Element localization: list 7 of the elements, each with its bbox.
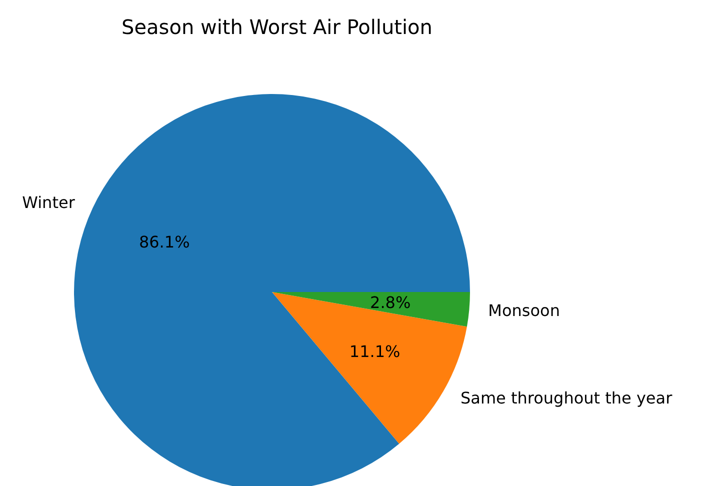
slice-label: Winter (22, 192, 76, 212)
slice-label: Same throughout the year (460, 388, 673, 408)
slice-label: Monsoon (488, 301, 560, 320)
data-label: 86.1% (138, 232, 190, 252)
chart-title: Season with Worst Air Pollution (122, 15, 432, 39)
data-label: 2.8% (370, 292, 411, 312)
data-label: 11.1% (349, 342, 400, 362)
